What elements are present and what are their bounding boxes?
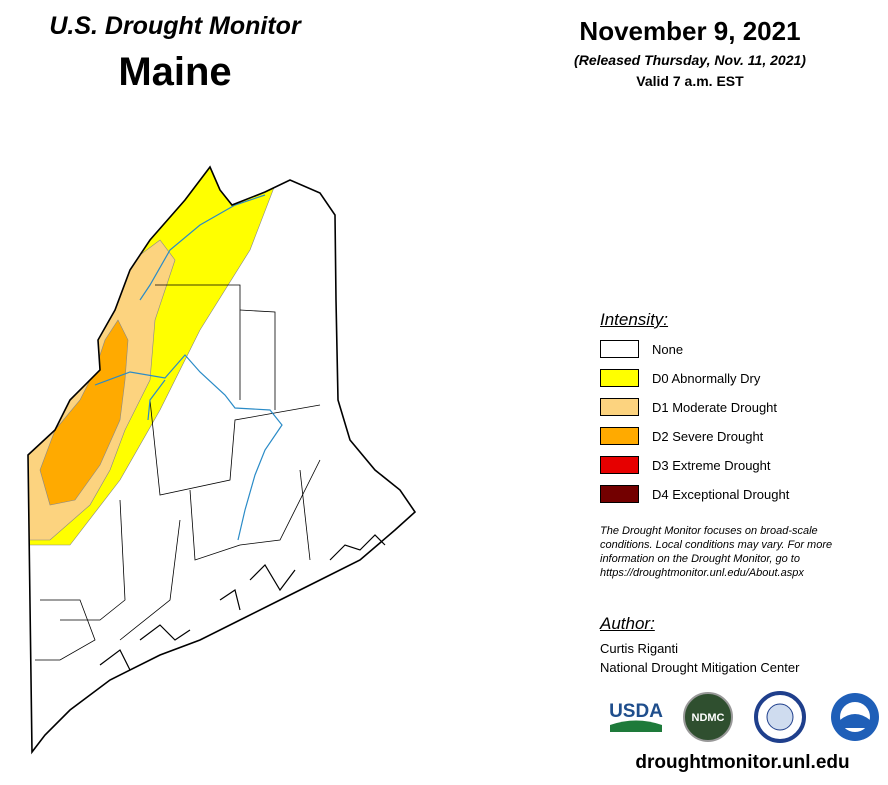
release-date: (Released Thursday, Nov. 11, 2021)	[574, 52, 806, 68]
note: The Drought Monitor focuses on broad-sca…	[600, 524, 832, 580]
note-line: https://droughtmonitor.unl.edu/About.asp…	[600, 567, 804, 579]
legend-swatch	[600, 456, 639, 474]
legend-title: Intensity:	[600, 310, 669, 329]
legend-label: D2 Severe Drought	[652, 429, 764, 444]
legend-label: D0 Abnormally Dry	[652, 371, 761, 386]
legend-swatch	[600, 427, 639, 445]
author-title: Author:	[600, 614, 655, 633]
title: U.S. Drought Monitor	[49, 12, 301, 40]
state-name: Maine	[118, 50, 232, 94]
map-date: November 9, 2021	[579, 16, 801, 46]
legend-swatch	[600, 369, 639, 387]
legend-swatch	[600, 485, 639, 503]
valid-time: Valid 7 a.m. EST	[636, 73, 744, 89]
note-line: conditions. Local conditions may vary. F…	[600, 539, 833, 551]
ndmc-logo: NDMC	[692, 712, 725, 724]
legend-swatch	[600, 340, 639, 358]
legend-swatch	[600, 398, 639, 416]
legend-label: D3 Extreme Drought	[652, 458, 771, 473]
legend-label: None	[652, 342, 684, 357]
logos: USDA NDMC	[609, 691, 879, 743]
author-org: National Drought Mitigation Center	[600, 660, 800, 675]
map	[27, 165, 417, 755]
website: droughtmonitor.unl.edu	[635, 752, 850, 773]
author-name: Curtis Riganti	[600, 641, 679, 656]
usda-logo: USDA	[609, 701, 663, 722]
note-line: The Drought Monitor focuses on broad-sca…	[600, 525, 818, 537]
legend-label: D1 Moderate Drought	[652, 400, 778, 415]
note-line: information on the Drought Monitor, go t…	[600, 553, 800, 565]
legend-label: D4 Exceptional Drought	[652, 487, 790, 502]
